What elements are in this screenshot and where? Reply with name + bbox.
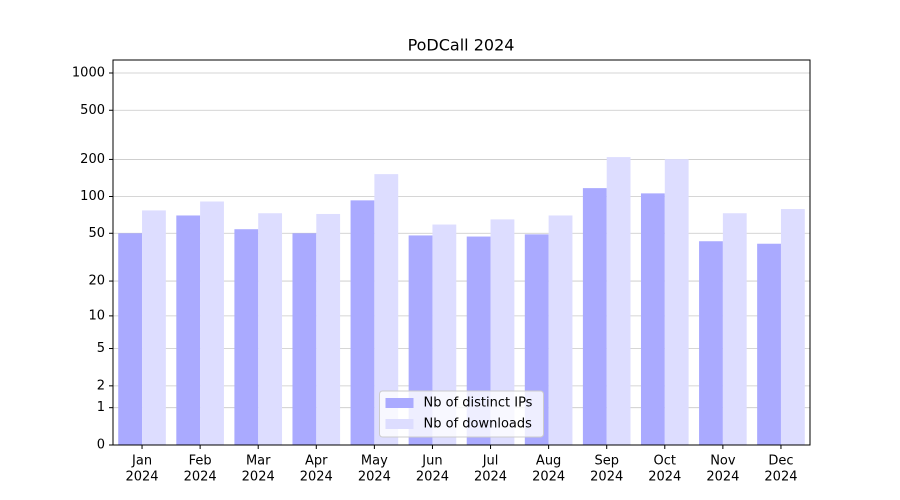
bar [606,157,631,445]
x-tick-label: May [361,454,388,469]
bar [582,188,607,445]
x-tick-label: Sep [594,454,619,469]
y-tick-label: 2 [97,378,105,393]
y-tick-label: 500 [80,103,105,118]
bar [722,213,747,445]
y-tick-label: 5 [97,341,105,356]
bar [757,243,781,445]
bar [316,213,341,445]
bar [548,215,573,445]
x-tick-label: Feb [189,454,212,469]
bar [699,241,723,445]
y-tick-label: 0 [97,438,105,453]
x-tick-label: Nov [710,454,736,469]
x-tick-label: 2024 [184,470,217,485]
x-tick-label: Jul [482,454,499,469]
y-tick-label: 100 [80,189,105,204]
x-tick-label: 2024 [474,470,507,485]
y-tick-label: 1 [97,400,105,415]
x-tick-label: 2024 [648,470,681,485]
bar [118,233,143,445]
x-tick-label: Aug [536,454,561,469]
legend: Nb of distinct IPs Nb of downloads [379,390,544,438]
bar [176,215,201,445]
chart-title: PoDCall 2024 [408,36,515,55]
y-tick-label: 50 [88,226,105,241]
legend-label: Nb of distinct IPs [424,396,533,411]
bar [258,213,283,445]
bar [780,209,805,445]
legend-box [379,390,544,438]
x-tick-label: Mar [246,454,271,469]
legend-label: Nb of downloads [424,417,533,432]
x-tick-label: 2024 [358,470,391,485]
x-tick-label: 2024 [532,470,565,485]
y-tick-label: 10 [88,308,105,323]
legend-swatch [385,419,414,429]
x-tick-label: 2024 [706,470,739,485]
bar [640,193,665,445]
bar [432,224,457,445]
x-tick-label: 2024 [125,470,158,485]
bar [490,219,515,445]
legend-swatch [385,398,414,408]
plot-frame [112,59,811,446]
bar [234,229,259,445]
x-tick-label: 2024 [590,470,623,485]
x-tick-label: 2024 [764,470,797,485]
x-tick-label: 2024 [300,470,333,485]
x-tick-label: 2024 [416,470,449,485]
bar [142,210,166,445]
y-tick-label: 200 [80,152,105,167]
bar [374,174,399,445]
x-tick-label: Apr [305,454,328,469]
x-tick-label: Oct [654,454,676,469]
x-tick-label: Dec [768,454,793,469]
y-tick-label: 1000 [72,65,105,80]
bar [664,159,689,445]
x-tick-label: Jan [131,454,152,469]
x-tick-label: Jun [421,454,442,469]
bar [200,201,224,445]
bar [350,200,375,445]
y-tick-label: 20 [88,274,105,289]
x-tick-label: 2024 [242,470,275,485]
bar [292,233,317,445]
